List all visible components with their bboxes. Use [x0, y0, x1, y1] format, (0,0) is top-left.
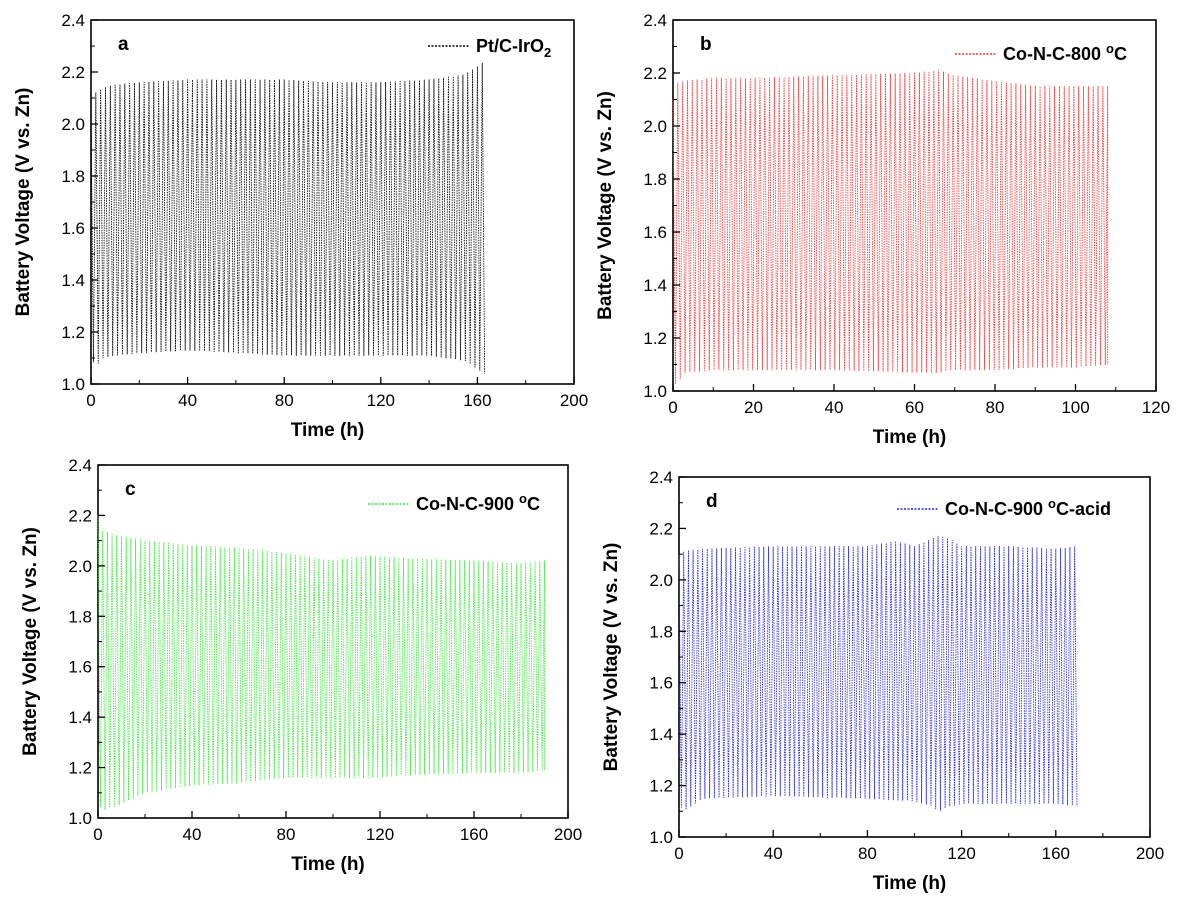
- y-tick-label: 1.0: [643, 382, 667, 401]
- panel-label: a: [118, 34, 129, 55]
- plot-frame: [97, 464, 569, 819]
- x-tick-label: 40: [764, 844, 783, 863]
- y-tick-label: 2.2: [68, 506, 92, 525]
- panel-a: 0 40 80 120 160 200 1.0 1.2 1.4 1.6 1.8 2.0 2.2 2.4 Ti…: [13, 11, 588, 441]
- y-tick-label: 1.8: [61, 167, 85, 186]
- y-tick-label: 1.4: [68, 708, 92, 727]
- series-line-0: [672, 69, 1109, 385]
- x-tick-label: 80: [275, 391, 294, 410]
- x-tick-label: 40: [825, 398, 844, 417]
- panel-b: 0 20 40 60 80 100 120 1.0 1.2 1.4 1.6 1.8 2.0 2.2 2.4 T…: [595, 11, 1170, 448]
- panel-label: c: [125, 479, 136, 500]
- y-tick-label: 1.8: [649, 622, 673, 641]
- legend-label: Co-N-C-900 oC: [416, 491, 540, 514]
- y-tick-label: 2.4: [649, 468, 673, 487]
- y-tick-label: 2.0: [643, 117, 667, 136]
- y-tick-label: 1.6: [643, 223, 667, 242]
- y-tick-label: 2.0: [68, 557, 92, 576]
- panel-label: d: [706, 491, 718, 512]
- x-axis-title: Time (h): [873, 873, 947, 894]
- x-tick-label: 200: [554, 825, 582, 844]
- x-tick-label: 20: [744, 398, 763, 417]
- panel-label: b: [700, 34, 712, 55]
- legend-label: Co-N-C-800 oC: [1003, 41, 1127, 64]
- x-tick-label: 200: [1136, 844, 1164, 863]
- y-tick-label: 1.8: [68, 607, 92, 626]
- y-tick-label: 2.4: [643, 11, 667, 30]
- x-tick-label: 100: [1061, 398, 1089, 417]
- y-tick-label: 1.2: [649, 777, 673, 796]
- x-tick-label: 0: [668, 398, 677, 417]
- y-tick-label: 1.8: [643, 170, 667, 189]
- x-tick-label: 80: [277, 825, 296, 844]
- x-axis-title: Time (h): [291, 854, 365, 875]
- y-tick-label: 2.2: [649, 519, 673, 538]
- y-tick-label: 2.0: [61, 115, 85, 134]
- y-tick-label: 1.2: [61, 323, 85, 342]
- x-tick-label: 200: [560, 391, 588, 410]
- y-axis-title: Battery Voltage (V vs. Zn): [20, 527, 41, 756]
- x-tick-label: 60: [905, 398, 924, 417]
- x-tick-label: 160: [460, 825, 488, 844]
- x-tick-label: 120: [367, 391, 395, 410]
- x-axis-title: Time (h): [291, 420, 365, 441]
- y-tick-label: 1.2: [68, 759, 92, 778]
- y-tick-label: 1.4: [61, 271, 85, 290]
- y-tick-label: 1.6: [61, 219, 85, 238]
- y-tick-label: 2.4: [61, 11, 85, 30]
- y-tick-label: 2.2: [643, 64, 667, 83]
- x-tick-label: 80: [986, 398, 1005, 417]
- y-tick-label: 1.6: [68, 658, 92, 677]
- y-tick-label: 2.2: [61, 63, 85, 82]
- y-tick-label: 1.0: [68, 809, 92, 828]
- y-axis-title: Battery Voltage (V vs. Zn): [601, 543, 622, 772]
- x-axis-title: Time (h): [873, 427, 947, 448]
- x-tick-label: 80: [858, 844, 877, 863]
- y-tick-label: 1.0: [61, 375, 85, 394]
- plot-frame: [90, 19, 575, 385]
- series-line-0: [97, 515, 545, 811]
- legend-label: Pt/C-IrO2: [476, 36, 551, 60]
- y-tick-label: 1.2: [643, 329, 667, 348]
- series-line-0: [90, 62, 486, 374]
- panel-d: 0 40 80 120 160 200 1.0 1.2 1.4 1.6 1.8 2.0 2.2 2.4 Ti…: [601, 468, 1164, 894]
- y-tick-label: 2.4: [68, 456, 92, 475]
- legend-label: Co-N-C-900 oC-acid: [945, 496, 1111, 519]
- y-tick-label: 1.6: [649, 674, 673, 693]
- y-tick-label: 1.0: [649, 828, 673, 847]
- x-tick-label: 40: [183, 825, 202, 844]
- x-tick-label: 40: [178, 391, 197, 410]
- panel-c: 0 40 80 120 160 200 1.0 1.2 1.4 1.6 1.8 2.0 2.2 2.4 Ti…: [20, 456, 582, 875]
- x-tick-label: 120: [366, 825, 394, 844]
- x-tick-label: 0: [674, 844, 683, 863]
- series-line-0: [678, 535, 1078, 811]
- x-tick-label: 160: [1042, 844, 1070, 863]
- y-tick-label: 1.4: [643, 276, 667, 295]
- x-tick-label: 160: [463, 391, 491, 410]
- y-axis-title: Battery Voltage (V vs. Zn): [13, 88, 34, 317]
- x-tick-label: 120: [1142, 398, 1170, 417]
- plot-frame: [678, 476, 1151, 838]
- y-axis-title: Battery Voltage (V vs. Zn): [595, 91, 616, 320]
- y-tick-label: 1.4: [649, 725, 673, 744]
- x-tick-label: 0: [93, 825, 102, 844]
- x-tick-label: 0: [86, 391, 95, 410]
- x-tick-label: 120: [947, 844, 975, 863]
- y-tick-label: 2.0: [649, 571, 673, 590]
